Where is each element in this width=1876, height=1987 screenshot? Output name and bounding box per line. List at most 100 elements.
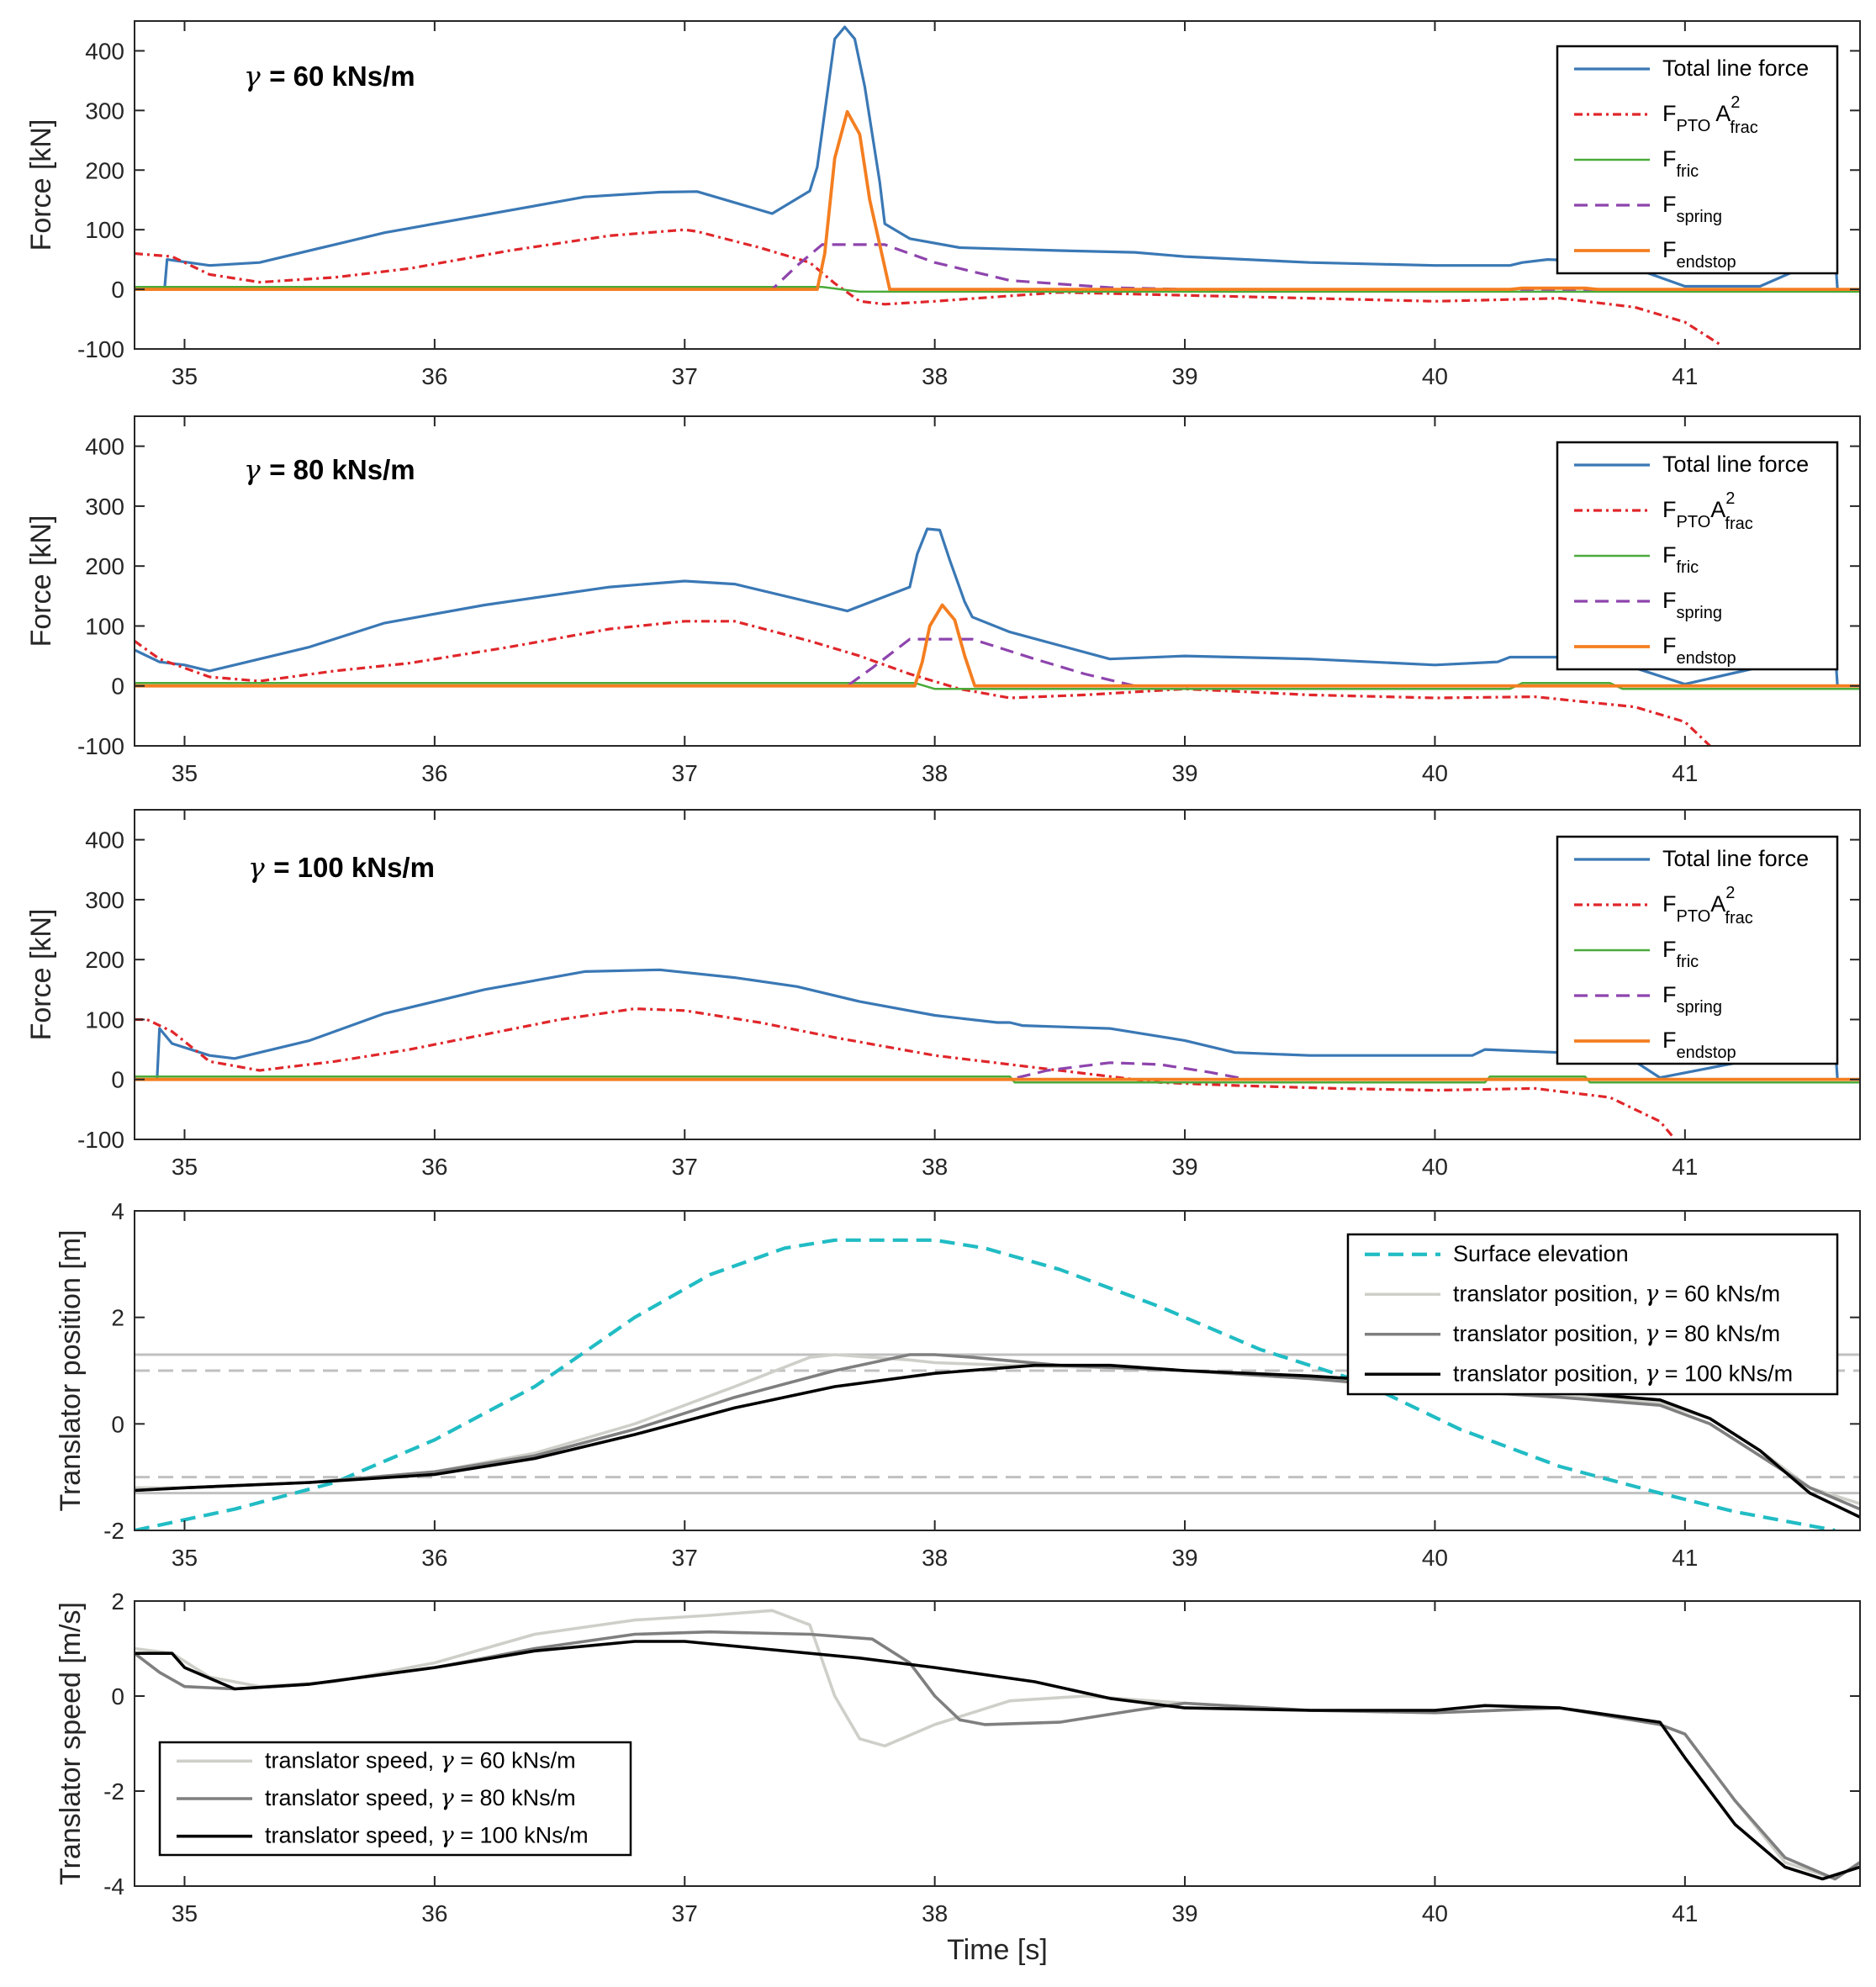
y-tick-label: 0 [111, 1067, 124, 1093]
x-tick-label: 39 [1171, 1900, 1197, 1926]
legend-entry: Surface elevation [1453, 1241, 1629, 1266]
y-tick-label: 0 [111, 1683, 124, 1710]
series-line-5 [135, 109, 1860, 292]
x-tick-label: 35 [172, 363, 198, 389]
y-tick-label: 2 [111, 1588, 124, 1614]
series-line-3 [135, 286, 1860, 293]
gamma-annotation: γ = 100 kNs/m [248, 851, 435, 884]
x-tick-label: 36 [421, 1900, 447, 1926]
x-tick-label: 40 [1422, 363, 1448, 389]
y-tick-label: 400 [85, 827, 124, 853]
axes-box [134, 1210, 1861, 1531]
axes-box [134, 1600, 1861, 1887]
legend-entry: translator position, γ = 80 kNs/m [1453, 1321, 1780, 1347]
x-tick-label: 41 [1672, 1900, 1698, 1926]
series-line-2 [135, 1007, 1674, 1138]
x-axis-label: Time [s] [947, 1934, 1048, 1966]
legend-entry: Fendstop [1662, 237, 1736, 272]
series-line-1 [135, 527, 1860, 688]
y-tick-label: 300 [85, 494, 124, 520]
x-tick-label: 37 [672, 363, 698, 389]
series-line-4 [135, 637, 1860, 688]
y-axis-label: Translator speed [m/s] [55, 1602, 87, 1885]
x-tick-label: 40 [1422, 1900, 1448, 1926]
series-line-5 [135, 603, 1860, 688]
y-tick-label: 300 [85, 98, 124, 124]
legend: Total line force FPTO A2 frac Ffric Fspring F… [1556, 45, 1839, 275]
x-tick-label: 41 [1672, 363, 1698, 389]
y-tick-label: -2 [103, 1518, 124, 1544]
y-tick-label: 200 [85, 157, 124, 183]
y-tick-label: -100 [77, 1127, 124, 1153]
x-tick-label: 38 [922, 1154, 948, 1180]
y-tick-label: 0 [111, 674, 124, 700]
x-tick-label: 39 [1171, 1545, 1197, 1571]
series-line-3 [135, 1640, 1860, 1881]
x-tick-label: 37 [672, 1545, 698, 1571]
x-tick-label: 39 [1171, 1154, 1197, 1180]
legend: translator speed, γ = 60 kNs/m translator… [158, 1741, 632, 1857]
legend-box [1346, 1233, 1839, 1396]
y-tick-label: -4 [103, 1873, 124, 1900]
y-tick-label: -2 [103, 1778, 124, 1805]
legend-entry: Fspring [1662, 192, 1722, 226]
legend-entry: translator speed, γ = 80 kNs/m [265, 1785, 576, 1811]
y-tick-label: 400 [85, 38, 124, 64]
y-tick-label: 0 [111, 1411, 124, 1437]
y-tick-label: 100 [85, 1007, 124, 1033]
x-tick-label: 36 [421, 1154, 447, 1180]
x-tick-label: 37 [672, 1154, 698, 1180]
series-line-1 [135, 1238, 1836, 1530]
y-tick-label: -100 [77, 733, 124, 759]
y-tick-label: 2 [111, 1305, 124, 1331]
legend-entry: Ffric [1662, 542, 1699, 577]
y-axis-label: Force [kN] [25, 515, 57, 647]
legend-entry: Total line force [1662, 55, 1809, 81]
legend-entry: Fspring [1662, 588, 1722, 622]
legend-entry: translator speed, γ = 60 kNs/m [265, 1747, 576, 1773]
x-tick-label: 41 [1672, 1154, 1698, 1180]
gamma-annotation: γ = 60 kNs/m [244, 60, 415, 92]
legend-entry: FPTOA2 frac [1662, 489, 1753, 533]
legend: Surface elevation translator position, γ … [1346, 1233, 1839, 1396]
legend-entry: translator speed, γ = 100 kNs/m [265, 1823, 589, 1849]
legend-entry: Total line force [1662, 452, 1809, 477]
legend-entry: Ffric [1662, 937, 1699, 971]
legend-entry: Fendstop [1662, 633, 1736, 668]
chart-panel-2: 35 36 37 38 39 40 41 400 300 200 100 0 -100 Force [kN… [25, 415, 1861, 786]
axes-box [134, 415, 1861, 747]
x-tick-label: 37 [672, 1900, 698, 1926]
series-line-3 [135, 1353, 1860, 1511]
x-tick-label: 35 [172, 760, 198, 786]
x-tick-label: 40 [1422, 1545, 1448, 1571]
x-tick-label: 38 [922, 1545, 948, 1571]
x-tick-label: 38 [922, 1900, 948, 1926]
y-tick-label: 200 [85, 947, 124, 973]
y-tick-label: 0 [111, 277, 124, 303]
y-tick-label: -100 [77, 336, 124, 362]
x-tick-label: 40 [1422, 1154, 1448, 1180]
legend-entry: FPTOA2 frac [1662, 884, 1753, 927]
axes-box [134, 809, 1861, 1140]
legend: Total line force FPTOA2 frac Ffric Fspring Fe… [1556, 441, 1839, 671]
y-tick-label: 4 [111, 1198, 124, 1224]
x-tick-label: 41 [1672, 760, 1698, 786]
y-tick-label: 100 [85, 217, 124, 243]
x-tick-label: 40 [1422, 760, 1448, 786]
series-line-4 [135, 1363, 1860, 1519]
x-tick-label: 38 [922, 760, 948, 786]
y-axis-label: Force [kN] [25, 909, 57, 1041]
chart-panel-1: 35 36 37 38 39 40 41 400 300 200 100 0 -100 Force [kN… [25, 20, 1861, 389]
legend-entry: translator position, γ = 60 kNs/m [1453, 1281, 1780, 1307]
legend: Total line force FPTOA2 frac Ffric Fspring Fe… [1556, 835, 1839, 1065]
legend-entry: Fspring [1662, 982, 1722, 1017]
legend-entry: FPTO A2 frac [1662, 93, 1758, 137]
chart-panel-3: 35 36 37 38 39 40 41 400 300 200 100 0 -100 Force [kN… [25, 809, 1861, 1180]
x-tick-label: 36 [421, 760, 447, 786]
x-tick-label: 41 [1672, 1545, 1698, 1571]
legend-entry: Total line force [1662, 846, 1809, 871]
x-tick-label: 35 [172, 1154, 198, 1180]
x-tick-label: 35 [172, 1545, 198, 1571]
